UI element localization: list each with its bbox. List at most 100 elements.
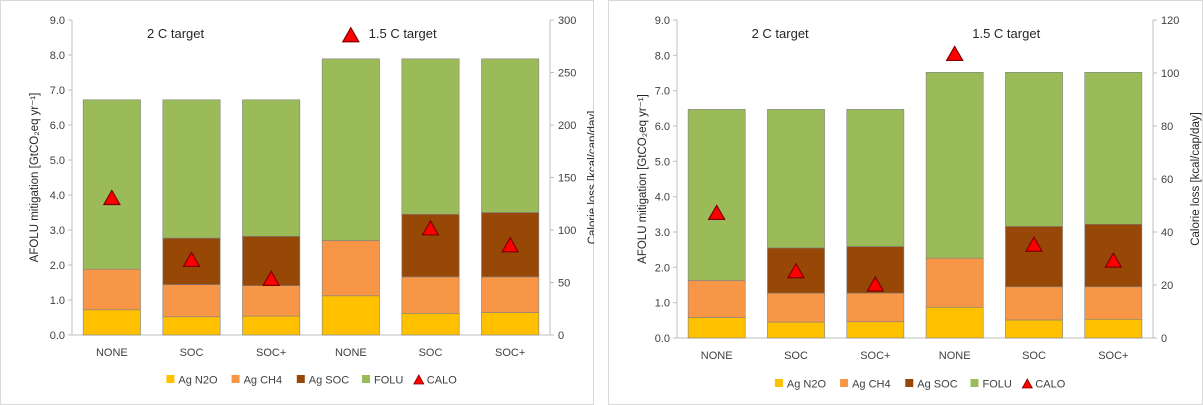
y-tick-label-right: 300 xyxy=(558,15,576,27)
legend-label: Ag SOC xyxy=(309,375,349,387)
legend-swatch xyxy=(166,375,175,383)
bar-segment-ag-n2o xyxy=(846,321,905,339)
y-axis-label-right: Calorie loss [kcal/cap/day] xyxy=(587,111,594,245)
bar-segment-folu xyxy=(1005,71,1063,227)
y-tick-label-left: 7.0 xyxy=(655,86,670,98)
bar-segment-ag-n2o xyxy=(242,315,301,336)
x-tick-label: SOC xyxy=(784,350,808,362)
bar-segment-ag-ch4 xyxy=(1084,286,1143,320)
y-tick-label-left: 9.0 xyxy=(50,15,65,27)
legend-swatch xyxy=(362,375,370,383)
chart-panel-left: 0.0 1.0 2.0 3.0 4.0 5.0 6.0 7.0 8.0 9.0 0 50 100 150 2… xyxy=(0,0,594,405)
legend-marker-calo xyxy=(1021,378,1033,389)
legend-marker-calo xyxy=(413,374,425,385)
y-tick-label-left: 2.0 xyxy=(50,260,65,272)
legend-label: Ag SOC xyxy=(917,379,957,391)
x-tick-label: SOC+ xyxy=(256,347,286,359)
y-tick-label-right: 40 xyxy=(1161,227,1173,239)
y-tick-label-left: 1.0 xyxy=(50,295,65,307)
bar-segment-folu xyxy=(242,99,301,237)
x-tick-label: NONE xyxy=(335,347,367,359)
y-tick-label-left: 0.0 xyxy=(50,330,65,342)
stacked-bar-chart-left: 0.0 1.0 2.0 3.0 4.0 5.0 6.0 7.0 8.0 9.0 0 50 100 150 2… xyxy=(0,0,594,405)
y-tick-label-left: 6.0 xyxy=(655,121,670,133)
y-tick-label-left: 7.0 xyxy=(50,85,65,97)
bar-segment-ag-ch4 xyxy=(82,268,141,311)
x-tick-label: SOC+ xyxy=(495,347,525,359)
calo-marker xyxy=(866,275,885,292)
bar-segment-ag-n2o xyxy=(162,316,221,336)
calo-marker xyxy=(262,270,281,286)
x-tick-label: SOC xyxy=(180,347,204,359)
y-tick-label-left: 3.0 xyxy=(655,227,670,239)
legend-swatch xyxy=(970,379,979,387)
calo-marker xyxy=(182,251,201,268)
y-tick-label-right: 20 xyxy=(1161,280,1173,292)
y-tick-label-right: 250 xyxy=(558,68,576,80)
legend-swatch xyxy=(296,375,305,383)
group-label-2c: 2 C target xyxy=(752,26,809,41)
bar-segment-ag-ch4 xyxy=(401,276,460,314)
bar-segment-ag-n2o xyxy=(687,317,746,339)
y-tick-label-left: 3.0 xyxy=(50,225,65,237)
y-tick-label-left: 5.0 xyxy=(655,156,670,168)
y-tick-label-left: 4.0 xyxy=(50,190,65,202)
y-tick-label-left: 8.0 xyxy=(655,50,670,62)
bar-segment-ag-ch4 xyxy=(321,240,380,297)
bar-segment-ag-ch4 xyxy=(846,292,905,323)
y-tick-label-right: 50 xyxy=(558,278,570,290)
y-tick-label-right: 150 xyxy=(558,173,576,185)
bar-segment-folu xyxy=(82,99,141,270)
y-tick-label-right: 60 xyxy=(1161,174,1173,186)
calo-marker xyxy=(102,189,121,206)
legend-label: Ag N2O xyxy=(178,375,218,387)
calo-marker xyxy=(945,45,964,62)
bar-segment-folu xyxy=(925,71,984,259)
y-axis-label-right: Calorie loss [kcal/cap/day] xyxy=(1190,112,1202,246)
bar-segment-ag-n2o xyxy=(1005,319,1063,339)
calo-marker xyxy=(707,204,726,221)
y-axis-label-left: AFOLU mitigation [GtCO₂eq yr⁻¹] xyxy=(637,94,649,264)
y-tick-label-right: 120 xyxy=(1161,15,1179,27)
calo-marker xyxy=(341,26,360,43)
bar-segment-folu xyxy=(687,109,746,281)
bar-segment-ag-n2o xyxy=(481,312,540,336)
y-tick-label-left: 6.0 xyxy=(50,120,65,132)
bar-segment-ag-ch4 xyxy=(162,284,221,318)
bar-segment-folu xyxy=(321,58,380,241)
calo-marker xyxy=(786,262,806,279)
legend-swatch xyxy=(231,375,240,383)
y-tick-label-right: 100 xyxy=(1161,68,1179,80)
group-label-2c: 2 C target xyxy=(147,26,204,41)
bar-segment-ag-ch4 xyxy=(242,285,301,317)
legend-label: CALO xyxy=(427,375,457,387)
x-tick-label: SOC xyxy=(1022,350,1046,362)
bar-segment-folu xyxy=(767,109,825,249)
y-tick-label-left: 1.0 xyxy=(655,298,670,310)
calo-marker xyxy=(1104,251,1123,268)
bar-segment-ag-n2o xyxy=(767,321,825,339)
x-tick-label: SOC+ xyxy=(860,350,890,362)
x-tick-label: NONE xyxy=(96,347,128,359)
bar-segment-folu xyxy=(481,58,540,213)
bar-segment-ag-ch4 xyxy=(1005,286,1063,321)
y-tick-label-right: 200 xyxy=(558,120,576,132)
x-tick-label: NONE xyxy=(939,350,971,362)
calo-marker xyxy=(501,236,520,253)
bar-segment-ag-n2o xyxy=(925,306,984,339)
y-tick-label-right: 100 xyxy=(558,225,576,237)
stacked-bar-chart-right: 0.0 1.0 2.0 3.0 4.0 5.0 6.0 7.0 8.0 9.0 0 20 40 60 80 1… xyxy=(608,0,1203,405)
calo-marker xyxy=(1024,236,1044,252)
y-tick-label-left: 9.0 xyxy=(655,15,670,27)
bar-segment-ag-n2o xyxy=(321,295,380,336)
legend-swatch xyxy=(774,379,783,387)
bar-segment-folu xyxy=(846,109,905,247)
x-tick-label: NONE xyxy=(701,350,733,362)
legend-label: CALO xyxy=(1035,379,1065,391)
bar-segment-ag-ch4 xyxy=(687,280,746,318)
bar-segment-ag-n2o xyxy=(1084,318,1143,339)
bar-segment-folu xyxy=(162,99,221,239)
legend-label: Ag N2O xyxy=(787,379,827,391)
y-tick-label-left: 8.0 xyxy=(50,50,65,62)
bar-segment-folu xyxy=(1084,71,1143,225)
